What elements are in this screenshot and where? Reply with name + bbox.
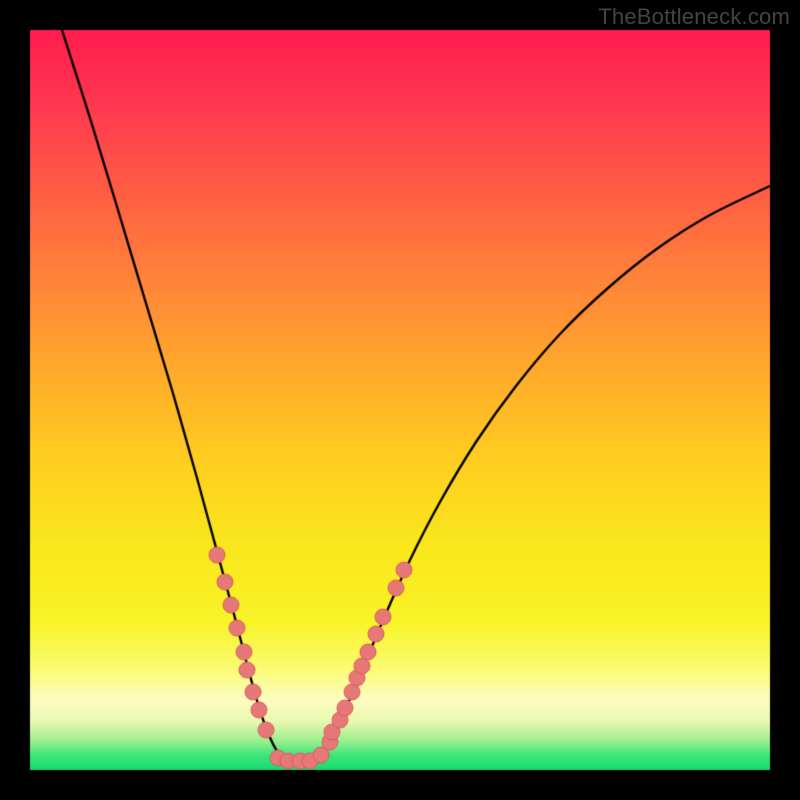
chart-stage: TheBottleneck.com bbox=[0, 0, 800, 800]
watermark-label: TheBottleneck.com bbox=[598, 4, 790, 30]
bottleneck-curve bbox=[0, 0, 800, 800]
